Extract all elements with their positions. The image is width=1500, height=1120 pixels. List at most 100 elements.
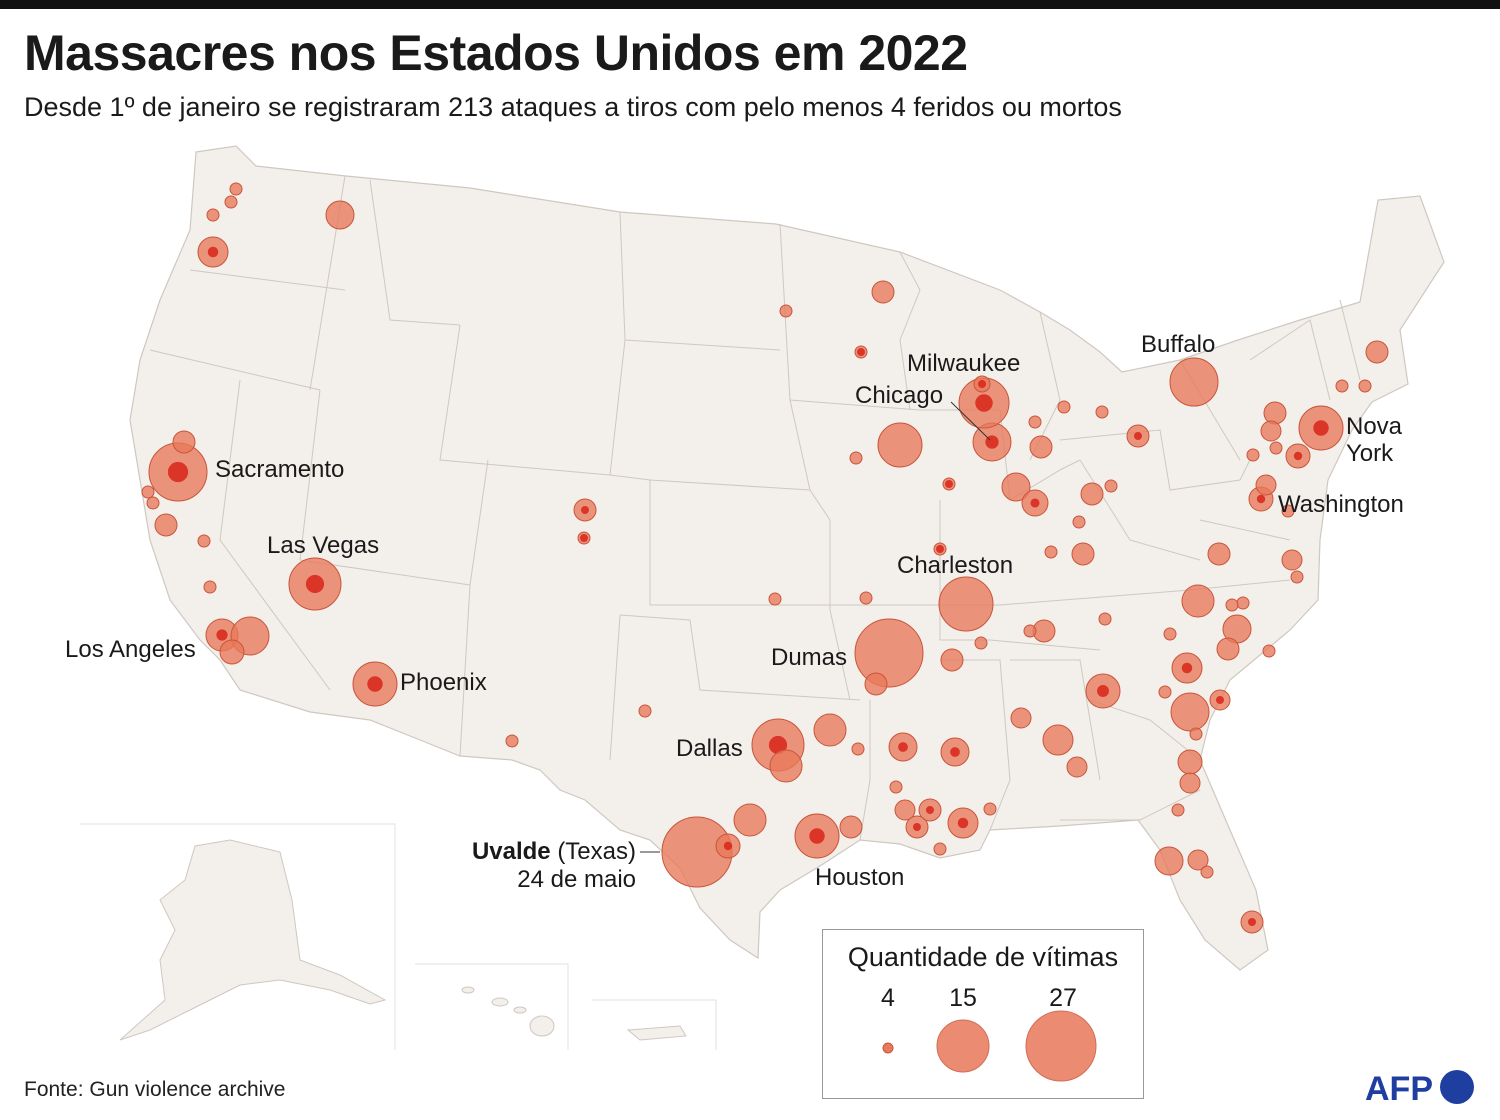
incident-bubble bbox=[1177, 749, 1203, 775]
incident-bubble bbox=[933, 842, 947, 856]
top-bar bbox=[0, 0, 1500, 9]
incident-bubble bbox=[1200, 865, 1214, 879]
source-note: Fonte: Gun violence archive bbox=[24, 1078, 286, 1101]
incident-bubble bbox=[219, 639, 245, 665]
incident-bubble-core bbox=[768, 735, 788, 755]
incident-bubble-core bbox=[913, 823, 921, 831]
incident-bubble bbox=[638, 704, 652, 718]
map-subtitle: Desde 1º de janeiro se registraram 213 a… bbox=[24, 92, 1122, 122]
incident-bubble bbox=[1029, 435, 1053, 459]
afp-logo-circle bbox=[1440, 1070, 1474, 1104]
label-uvalde-date: 24 de maio bbox=[517, 866, 636, 893]
incident-bubble bbox=[889, 780, 903, 794]
incident-bubble bbox=[864, 672, 888, 696]
incident-bubble-core bbox=[207, 246, 219, 258]
incident-bubble bbox=[1281, 549, 1303, 571]
incident-bubble bbox=[172, 430, 196, 454]
incident-bubble bbox=[224, 195, 238, 209]
afp-logo: AFP bbox=[1365, 1070, 1474, 1108]
incident-bubble bbox=[733, 803, 767, 837]
incident-bubble-core bbox=[936, 545, 944, 553]
incident-bubble-core bbox=[723, 841, 733, 851]
incident-bubble bbox=[1335, 379, 1349, 393]
incident-bubble bbox=[940, 648, 964, 672]
incident-bubble bbox=[203, 580, 217, 594]
incident-bubbles bbox=[141, 182, 1389, 934]
incident-bubble bbox=[1171, 803, 1185, 817]
incident-bubble bbox=[769, 749, 803, 783]
incident-bubble bbox=[1066, 756, 1088, 778]
incident-bubble-core bbox=[305, 574, 325, 594]
incident-bubble bbox=[1095, 405, 1109, 419]
incident-bubble bbox=[1290, 570, 1304, 584]
incident-bubble bbox=[154, 513, 178, 537]
incident-bubble bbox=[1080, 482, 1104, 506]
legend-circle-4 bbox=[882, 1042, 894, 1054]
map-title: Massacres nos Estados Unidos em 2022 bbox=[24, 25, 968, 81]
incident-bubble-core bbox=[957, 817, 969, 829]
incident-bubble bbox=[1057, 400, 1071, 414]
label-uvalde: Uvalde (Texas) bbox=[472, 838, 636, 865]
incident-bubble bbox=[1044, 545, 1058, 559]
legend-circle-15 bbox=[936, 1019, 990, 1073]
incident-bubble bbox=[1260, 420, 1282, 442]
incident-bubble bbox=[229, 182, 243, 196]
incident-bubble bbox=[983, 802, 997, 816]
incident-bubble bbox=[1028, 415, 1042, 429]
incident-bubble bbox=[505, 734, 519, 748]
city-labels: Sacramento Las Vegas Los Angeles Phoenix… bbox=[65, 331, 1404, 893]
incident-bubble-core bbox=[1030, 498, 1040, 508]
label-uvalde-name: Uvalde bbox=[472, 838, 551, 865]
incident-bubble-core bbox=[580, 534, 588, 542]
label-sacramento: Sacramento bbox=[215, 456, 344, 483]
label-las-vegas: Las Vegas bbox=[267, 532, 379, 559]
inset-frames bbox=[80, 823, 717, 1050]
incident-bubble-core bbox=[1216, 696, 1224, 704]
incident-bubble bbox=[779, 304, 793, 318]
label-buffalo: Buffalo bbox=[1141, 331, 1215, 358]
incident-bubble bbox=[1236, 596, 1250, 610]
incident-bubble bbox=[1263, 401, 1287, 425]
incident-bubble bbox=[1042, 724, 1074, 756]
incident-bubble bbox=[854, 618, 924, 688]
incident-bubble bbox=[1071, 542, 1095, 566]
incident-bubble bbox=[813, 713, 847, 747]
hawaii-inset bbox=[461, 986, 555, 1037]
incident-bubble bbox=[768, 592, 782, 606]
incident-bubble bbox=[938, 576, 994, 632]
incident-bubble bbox=[1163, 627, 1177, 641]
incident-bubble bbox=[1023, 624, 1037, 638]
incident-bubble bbox=[1189, 727, 1203, 741]
chicago-leader-line bbox=[950, 401, 991, 441]
incident-bubble bbox=[839, 815, 863, 839]
incident-bubble-core bbox=[1181, 662, 1193, 674]
incident-bubble bbox=[1269, 441, 1283, 455]
incident-bubble-core bbox=[809, 828, 825, 844]
label-phoenix: Phoenix bbox=[400, 669, 487, 696]
incident-bubble bbox=[1154, 846, 1184, 876]
incident-bubble bbox=[1104, 479, 1118, 493]
incident-bubble-core bbox=[1256, 494, 1266, 504]
legend-value-4: 4 bbox=[881, 984, 895, 1012]
incident-bubble bbox=[1181, 584, 1215, 618]
incident-bubble bbox=[851, 742, 865, 756]
incident-bubble-core bbox=[945, 480, 953, 488]
label-charleston: Charleston bbox=[897, 552, 1013, 579]
incident-bubble bbox=[1216, 637, 1240, 661]
incident-bubble bbox=[871, 280, 895, 304]
label-nova-york-line2: York bbox=[1346, 440, 1394, 467]
legend-value-27: 27 bbox=[1049, 984, 1077, 1012]
incident-bubble-core bbox=[857, 348, 865, 356]
puerto-rico-inset bbox=[626, 1025, 687, 1041]
label-washington: Washington bbox=[1278, 491, 1404, 518]
incident-bubble bbox=[141, 485, 155, 499]
incident-bubble-core bbox=[978, 380, 986, 388]
incident-bubble-core bbox=[1248, 918, 1256, 926]
incident-bubble-core bbox=[367, 676, 383, 692]
incident-bubble bbox=[974, 636, 988, 650]
incident-bubble bbox=[1358, 379, 1372, 393]
incident-bubble bbox=[1001, 472, 1031, 502]
legend-circles bbox=[882, 1010, 1097, 1082]
incident-bubble bbox=[1187, 849, 1209, 871]
incident-bubble bbox=[1262, 644, 1276, 658]
